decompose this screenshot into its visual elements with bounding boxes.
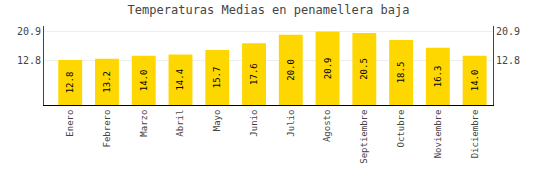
svg-text:Febrero: Febrero bbox=[102, 110, 112, 148]
svg-text:Octubre: Octubre bbox=[396, 110, 406, 148]
svg-text:Agosto: Agosto bbox=[322, 110, 332, 143]
svg-text:13.2: 13.2 bbox=[102, 71, 112, 93]
svg-text:14.0: 14.0 bbox=[139, 70, 149, 92]
svg-text:16.3: 16.3 bbox=[433, 66, 443, 88]
svg-text:20.5: 20.5 bbox=[359, 58, 369, 80]
svg-text:Septiembre: Septiembre bbox=[359, 110, 369, 164]
svg-text:12.8: 12.8 bbox=[17, 55, 41, 66]
svg-text:Noviembre: Noviembre bbox=[433, 110, 443, 159]
svg-text:18.5: 18.5 bbox=[396, 62, 406, 84]
svg-text:Junio: Junio bbox=[249, 110, 259, 137]
svg-text:Mayo: Mayo bbox=[212, 110, 222, 132]
svg-text:Julio: Julio bbox=[286, 110, 296, 137]
svg-text:17.6: 17.6 bbox=[249, 63, 259, 85]
svg-text:15.7: 15.7 bbox=[212, 67, 222, 89]
svg-text:Marzo: Marzo bbox=[139, 110, 149, 137]
svg-text:20.9: 20.9 bbox=[17, 26, 41, 37]
svg-text:20.9: 20.9 bbox=[496, 26, 520, 37]
svg-text:14.4: 14.4 bbox=[175, 69, 185, 91]
svg-text:20.9: 20.9 bbox=[323, 57, 333, 79]
svg-text:20.0: 20.0 bbox=[286, 59, 296, 81]
svg-text:12.8: 12.8 bbox=[496, 55, 520, 66]
svg-text:Diciembre: Diciembre bbox=[470, 110, 480, 159]
svg-text:14.0: 14.0 bbox=[470, 70, 480, 92]
svg-text:Enero: Enero bbox=[65, 110, 75, 137]
svg-text:12.8: 12.8 bbox=[65, 72, 75, 94]
svg-text:Abril: Abril bbox=[175, 110, 185, 137]
svg-text:Temperaturas Medias en penamel: Temperaturas Medias en penamellera baja bbox=[128, 3, 410, 17]
